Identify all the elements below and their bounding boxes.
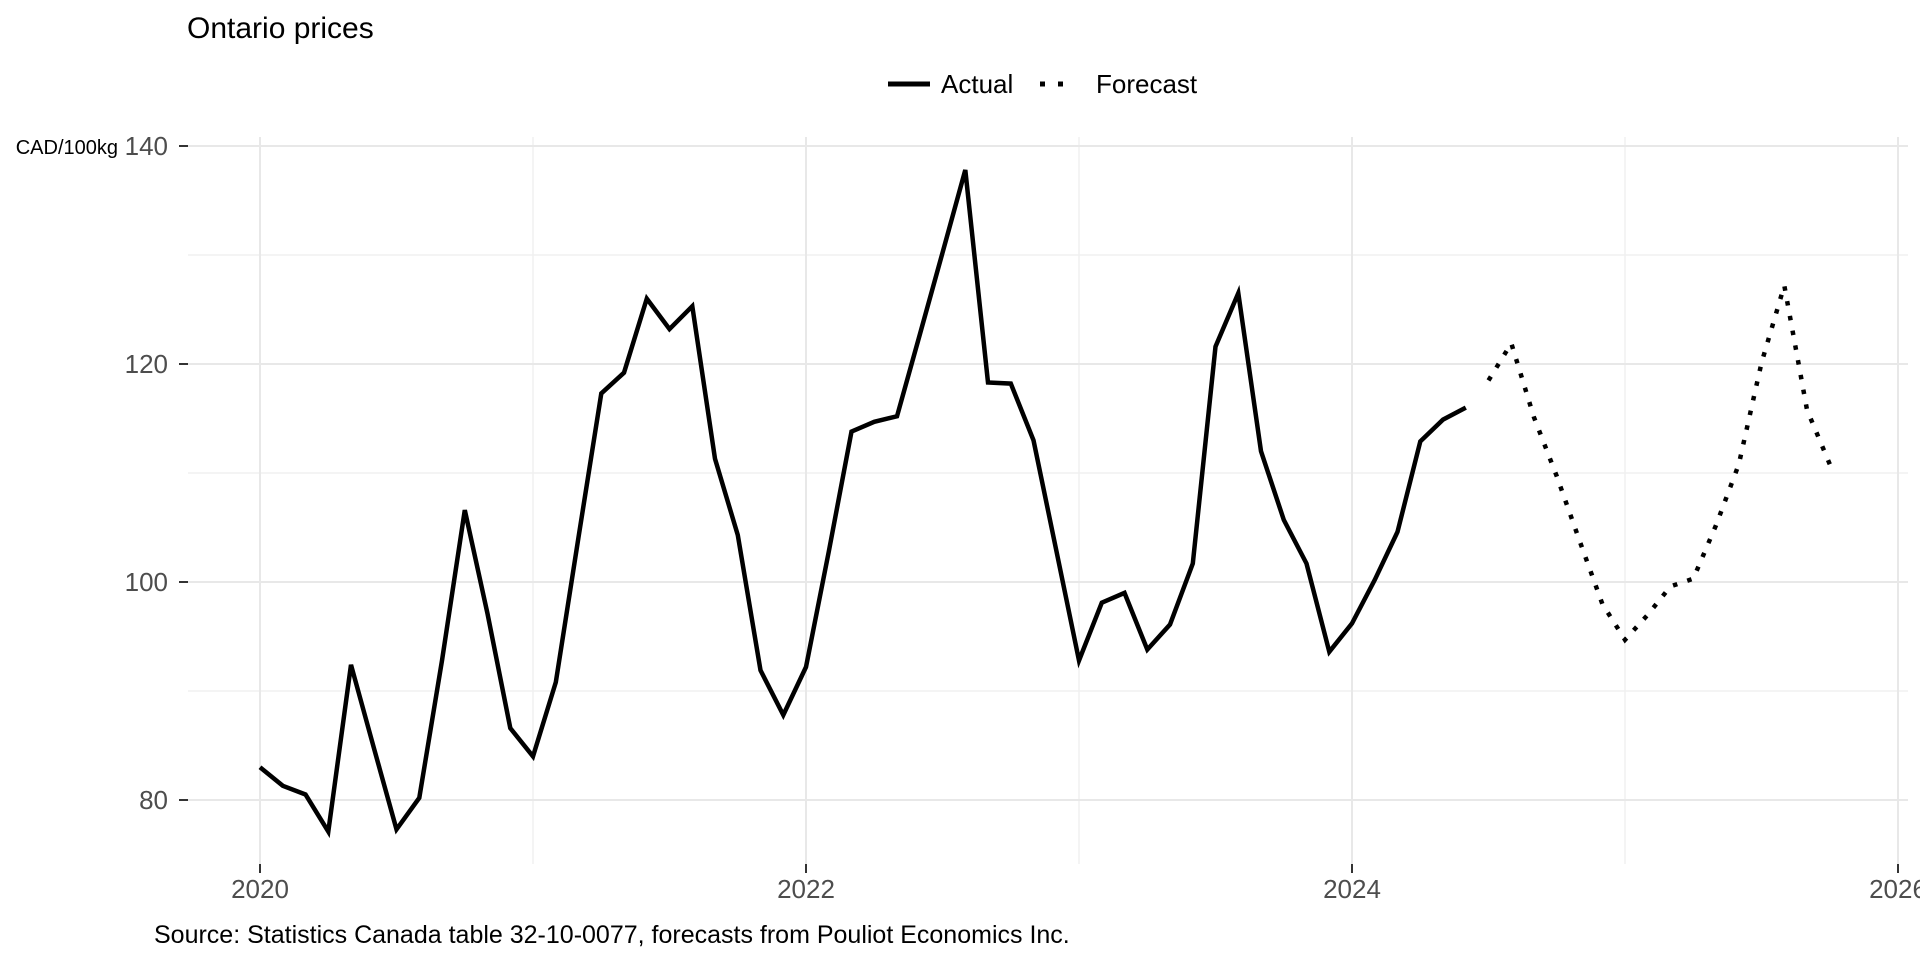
axis-tick-marks xyxy=(179,145,1899,873)
y-axis-tick-labels: 140 120 100 80 xyxy=(125,131,168,815)
x-tick-2026: 2026 xyxy=(1869,874,1920,904)
gridlines xyxy=(188,137,1908,864)
y-tick-80: 80 xyxy=(139,785,168,815)
data-series xyxy=(258,169,1832,839)
legend-label-actual: Actual xyxy=(941,69,1013,99)
y-tick-100: 100 xyxy=(125,567,168,597)
source-caption: Source: Statistics Canada table 32-10-00… xyxy=(154,921,1070,949)
y-tick-140: 140 xyxy=(125,131,168,161)
legend: Actual Forecast xyxy=(888,69,1198,99)
y-tick-120: 120 xyxy=(125,349,168,379)
legend-label-forecast: Forecast xyxy=(1096,69,1198,99)
chart-title: Ontario prices xyxy=(187,12,374,45)
x-tick-2020: 2020 xyxy=(231,874,289,904)
x-axis-tick-labels: 2020 2022 2024 2026 xyxy=(231,874,1920,904)
y-axis-unit-label: CAD/100kg xyxy=(16,137,118,159)
x-tick-2022: 2022 xyxy=(777,874,835,904)
x-tick-2024: 2024 xyxy=(1323,874,1381,904)
